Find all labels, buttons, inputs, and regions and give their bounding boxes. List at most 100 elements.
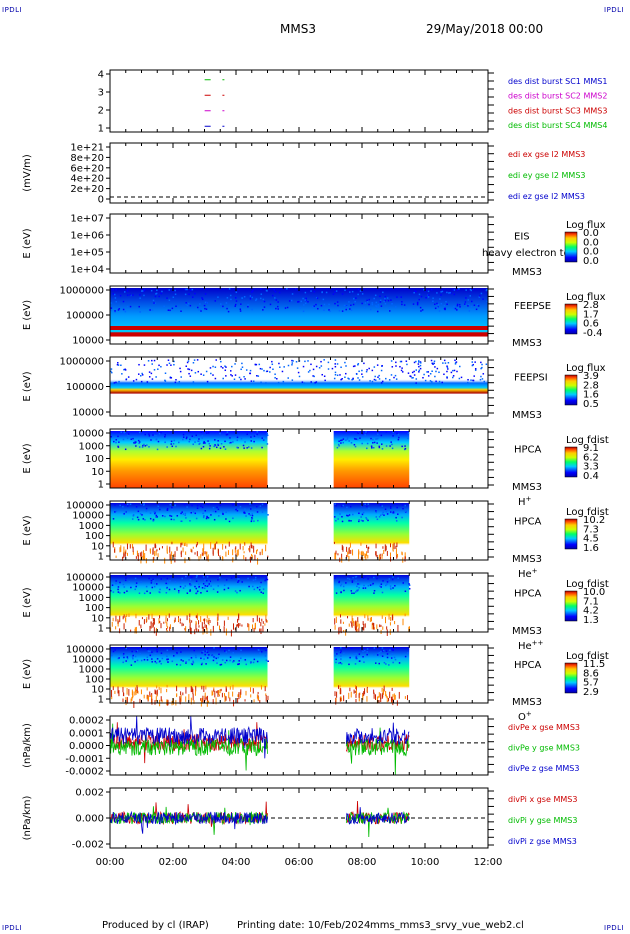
spectrogram-speck xyxy=(259,585,261,588)
spectrogram-speck xyxy=(361,293,364,295)
colorbar-tick-label: -0.4 xyxy=(583,328,603,339)
spectrogram-speck xyxy=(312,375,314,377)
spectrogram-speck xyxy=(400,296,402,298)
spectrogram-speck xyxy=(367,546,369,553)
spectrogram-speck xyxy=(273,289,275,291)
spectrogram-speck xyxy=(391,614,393,621)
spectrogram-speck xyxy=(219,689,221,694)
spectrogram-speck xyxy=(220,360,222,363)
spectrogram-speck xyxy=(347,615,349,619)
spectrogram-speck xyxy=(200,310,202,312)
spectrogram-speck xyxy=(213,687,215,691)
spectrogram-speck xyxy=(381,615,383,619)
spectrogram-speck xyxy=(377,306,380,308)
spectrogram-speck xyxy=(152,618,154,622)
spectrogram-speck xyxy=(360,519,363,522)
spectrogram-speck xyxy=(221,692,223,698)
spectrogram-speck xyxy=(446,370,448,373)
spectrogram-speck xyxy=(396,296,398,298)
spectrogram-speck xyxy=(228,288,231,290)
spectrogram-speck xyxy=(163,305,165,308)
spectrogram-speck xyxy=(126,437,129,440)
spectrogram-speck xyxy=(363,584,365,587)
spectrogram-speck xyxy=(202,650,204,653)
spectrogram-speck xyxy=(261,575,263,577)
spectrogram-speck xyxy=(126,656,129,658)
spectrogram-speck xyxy=(336,446,339,449)
spectrogram-speck xyxy=(404,590,407,593)
spectrogram-speck xyxy=(368,298,371,301)
spectrogram-speck xyxy=(238,578,240,580)
spectrogram-speck xyxy=(201,552,203,556)
spectrogram-speck xyxy=(351,378,353,381)
y-tick-label: 10 xyxy=(91,467,104,478)
spectrogram-speck xyxy=(156,289,158,292)
spectrogram-speck xyxy=(348,555,350,562)
spectrogram-speck xyxy=(195,544,197,548)
spectrogram-speck xyxy=(314,381,316,384)
spectrogram-speck xyxy=(166,649,169,652)
spectrogram-speck xyxy=(241,297,243,299)
spectrogram-speck xyxy=(192,362,195,364)
spectrogram-speck xyxy=(361,302,363,305)
spectrogram-speck xyxy=(381,687,383,692)
spectrogram-speck xyxy=(212,374,214,376)
spectrogram-speck xyxy=(125,615,127,623)
spectrogram-speck xyxy=(202,695,204,703)
spectrogram-speck xyxy=(202,583,205,585)
spectrogram-speck xyxy=(263,300,266,303)
spectrogram-speck xyxy=(138,441,141,443)
spectrogram-speck xyxy=(446,376,448,378)
spectrogram-speck xyxy=(123,368,125,371)
spectrogram-speck xyxy=(355,657,357,659)
spectrogram-speck xyxy=(478,296,481,298)
spectrogram-speck xyxy=(243,551,245,554)
spectrogram-speck xyxy=(226,307,228,310)
colorbar-tick-label: 4.5 xyxy=(583,534,599,545)
spectrogram-speck xyxy=(118,690,120,697)
spectrogram-speck xyxy=(416,302,419,305)
spectrogram-speck xyxy=(261,511,264,513)
spectrogram-speck xyxy=(354,576,357,578)
spectrogram-speck xyxy=(124,511,127,513)
panel-feepsi-instrument: FEEPSI xyxy=(514,373,548,384)
spectrogram-speck xyxy=(381,364,383,367)
spectrogram-speck xyxy=(222,543,224,550)
spectrogram-speck xyxy=(128,580,130,583)
spectrogram-speck xyxy=(214,510,217,513)
spectrogram-speck xyxy=(376,364,379,366)
spectrogram-speck xyxy=(181,511,183,513)
spectrogram-speck xyxy=(138,305,140,308)
spectrogram-speck xyxy=(214,366,217,368)
spectrogram-speck xyxy=(355,579,357,582)
spectrogram-speck xyxy=(151,359,153,362)
spectrogram-speck xyxy=(274,291,277,293)
spectrogram-speck xyxy=(161,515,164,517)
spectrogram-speck xyxy=(206,585,209,587)
spectrogram-speck xyxy=(164,515,166,518)
spectrogram-speck xyxy=(351,290,354,293)
spectrogram-speck xyxy=(244,378,246,380)
spectrogram-speck xyxy=(373,627,375,630)
spectrogram-speck xyxy=(395,545,397,549)
spectrogram-speck xyxy=(244,699,246,702)
spectrogram-speck xyxy=(115,381,117,384)
spectrogram-speck xyxy=(446,366,449,369)
panel-hpca_hepp-colorbar-title: Log fdist xyxy=(566,579,609,590)
spectrogram-speck xyxy=(179,370,182,373)
spectrogram-speck xyxy=(450,292,452,294)
x-tick-label: 02:00 xyxy=(159,857,188,868)
spectrogram-speck xyxy=(232,503,234,505)
spectrogram-speck xyxy=(317,307,319,310)
spectrogram-speck xyxy=(447,362,450,364)
spectrogram-speck xyxy=(401,551,403,555)
spectrogram-speck xyxy=(134,655,137,658)
spectrogram-speck xyxy=(155,662,158,664)
spectrogram-speck xyxy=(342,546,344,552)
spectrogram-speck xyxy=(340,366,342,369)
spectrogram-speck xyxy=(382,650,384,652)
spectrogram-speck xyxy=(249,687,251,692)
spectrogram-speck xyxy=(354,621,356,629)
spectrogram-speck xyxy=(396,647,399,649)
spectrogram-speck xyxy=(291,362,294,364)
